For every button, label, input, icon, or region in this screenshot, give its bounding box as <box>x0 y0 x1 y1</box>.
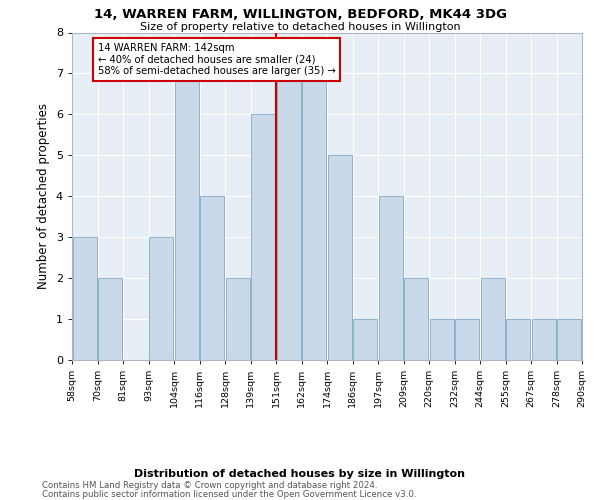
Bar <box>302 74 326 360</box>
Bar <box>353 319 377 360</box>
Y-axis label: Number of detached properties: Number of detached properties <box>37 104 50 289</box>
Bar <box>404 278 428 360</box>
Bar <box>481 278 505 360</box>
Bar <box>506 319 530 360</box>
Bar <box>557 319 581 360</box>
Bar <box>98 278 122 360</box>
Text: Contains public sector information licensed under the Open Government Licence v3: Contains public sector information licen… <box>42 490 416 499</box>
Text: Contains HM Land Registry data © Crown copyright and database right 2024.: Contains HM Land Registry data © Crown c… <box>42 481 377 490</box>
Bar <box>226 278 250 360</box>
Bar <box>328 156 352 360</box>
Bar <box>379 196 403 360</box>
Bar <box>251 114 275 360</box>
Bar <box>73 237 97 360</box>
Bar <box>149 237 173 360</box>
Bar <box>200 196 224 360</box>
Bar <box>455 319 479 360</box>
Text: 14 WARREN FARM: 142sqm
← 40% of detached houses are smaller (24)
58% of semi-det: 14 WARREN FARM: 142sqm ← 40% of detached… <box>97 42 335 76</box>
Bar <box>277 74 301 360</box>
Bar <box>175 74 199 360</box>
Text: Size of property relative to detached houses in Willington: Size of property relative to detached ho… <box>140 22 460 32</box>
Bar <box>430 319 454 360</box>
Text: Distribution of detached houses by size in Willington: Distribution of detached houses by size … <box>134 469 466 479</box>
Text: 14, WARREN FARM, WILLINGTON, BEDFORD, MK44 3DG: 14, WARREN FARM, WILLINGTON, BEDFORD, MK… <box>94 8 506 20</box>
Bar <box>532 319 556 360</box>
